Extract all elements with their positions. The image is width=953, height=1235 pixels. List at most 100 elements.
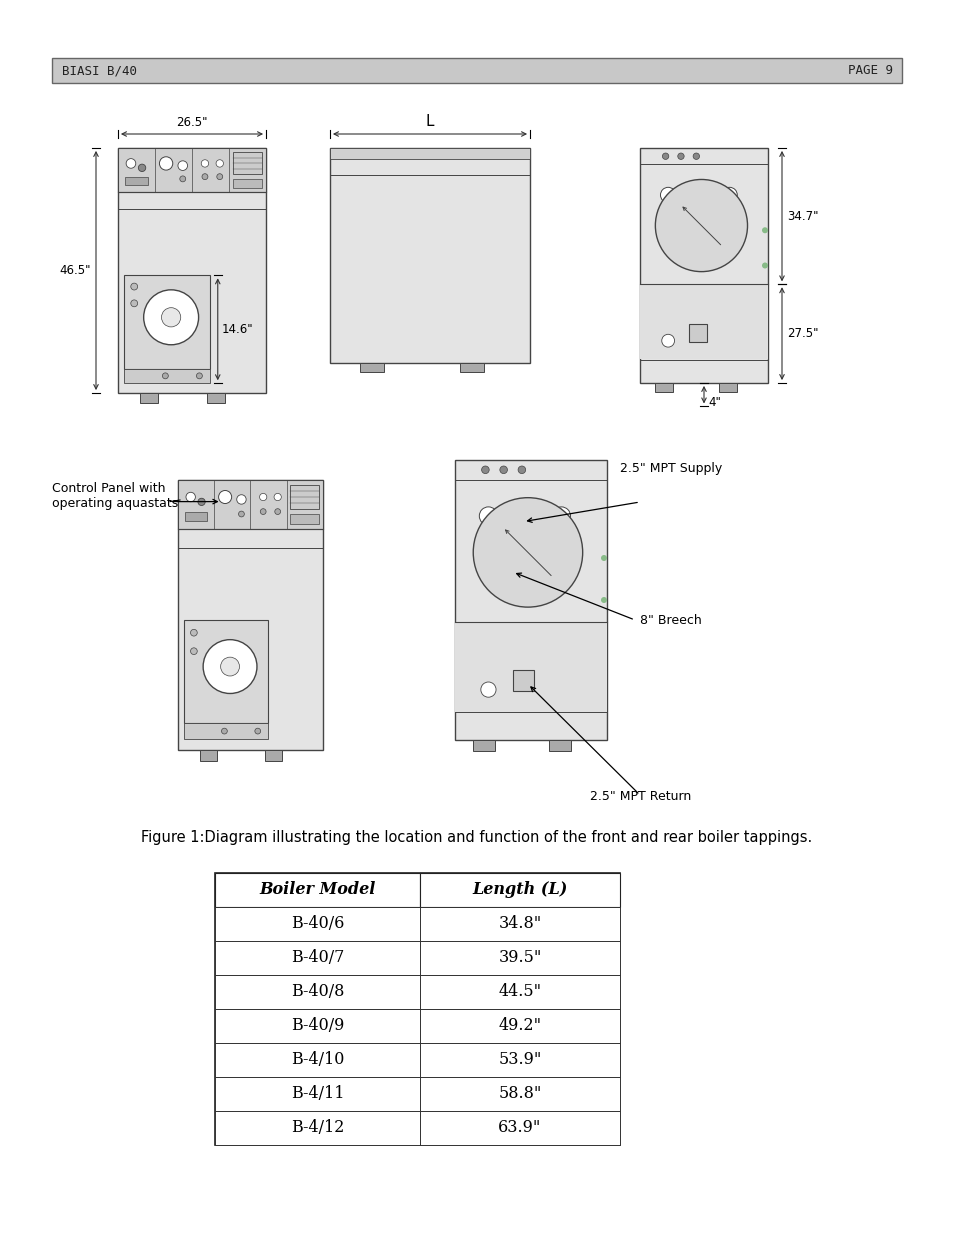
Text: B-40/9: B-40/9	[291, 1018, 344, 1035]
Circle shape	[236, 495, 246, 504]
Circle shape	[473, 498, 582, 608]
Circle shape	[202, 174, 208, 179]
Bar	[184, 620, 268, 722]
Circle shape	[659, 188, 675, 203]
Bar	[330, 148, 530, 363]
Circle shape	[274, 494, 281, 500]
Circle shape	[196, 373, 202, 379]
Circle shape	[677, 153, 683, 159]
Circle shape	[761, 227, 767, 233]
Circle shape	[600, 555, 606, 561]
Circle shape	[480, 682, 496, 698]
Circle shape	[221, 729, 227, 734]
Text: BIASI B/40: BIASI B/40	[62, 64, 137, 77]
Circle shape	[761, 263, 767, 268]
Circle shape	[552, 506, 570, 525]
Bar	[639, 148, 767, 383]
Bar	[118, 148, 266, 393]
Text: 34.8": 34.8"	[497, 915, 541, 932]
Circle shape	[138, 164, 146, 172]
Circle shape	[661, 335, 674, 347]
Bar	[178, 480, 323, 529]
Bar	[459, 363, 483, 372]
Bar	[214, 906, 419, 941]
Text: Length (L): Length (L)	[472, 882, 567, 899]
Circle shape	[144, 290, 198, 345]
Bar	[214, 941, 419, 974]
Text: Control Panel with
operating aquastats: Control Panel with operating aquastats	[52, 482, 178, 510]
Bar	[512, 671, 534, 692]
Circle shape	[693, 153, 699, 159]
Circle shape	[191, 630, 197, 636]
Text: B-4/11: B-4/11	[291, 1086, 344, 1103]
Circle shape	[254, 729, 260, 734]
Bar	[214, 1009, 419, 1044]
Circle shape	[215, 159, 223, 167]
Circle shape	[218, 490, 232, 504]
Bar	[233, 152, 262, 174]
Text: 44.5": 44.5"	[497, 983, 541, 1000]
Circle shape	[655, 179, 747, 272]
Circle shape	[481, 466, 489, 473]
Circle shape	[721, 188, 737, 203]
Bar	[688, 325, 706, 342]
Bar	[233, 179, 262, 188]
Bar	[419, 1009, 619, 1044]
Bar	[419, 1077, 619, 1112]
Text: 2.5" MPT Return: 2.5" MPT Return	[589, 790, 691, 803]
Bar	[455, 459, 606, 740]
Circle shape	[201, 159, 209, 167]
Circle shape	[661, 153, 668, 159]
Bar	[214, 1044, 419, 1077]
Bar	[290, 485, 319, 509]
Bar	[140, 393, 158, 403]
Bar	[419, 941, 619, 974]
Bar	[419, 974, 619, 1009]
Bar	[330, 148, 530, 159]
Circle shape	[203, 640, 256, 694]
Bar	[124, 275, 210, 368]
Circle shape	[178, 161, 188, 170]
Bar	[214, 1112, 419, 1145]
Circle shape	[517, 466, 525, 473]
Circle shape	[197, 498, 205, 505]
Circle shape	[162, 373, 168, 379]
Circle shape	[179, 175, 186, 182]
Bar	[124, 368, 210, 383]
Text: 46.5": 46.5"	[59, 264, 91, 277]
Text: 14.6": 14.6"	[221, 322, 253, 336]
Bar	[214, 873, 619, 1145]
Circle shape	[161, 308, 180, 327]
Text: B-40/7: B-40/7	[291, 950, 344, 967]
Bar	[419, 1044, 619, 1077]
Circle shape	[259, 494, 267, 500]
Circle shape	[126, 158, 135, 168]
Text: 63.9": 63.9"	[497, 1119, 541, 1136]
Text: B-4/10: B-4/10	[291, 1051, 344, 1068]
Circle shape	[238, 511, 244, 517]
Circle shape	[499, 466, 507, 473]
Bar	[549, 740, 570, 751]
Bar	[290, 514, 319, 524]
Text: 39.5": 39.5"	[497, 950, 541, 967]
Text: 49.2": 49.2"	[497, 1018, 541, 1035]
Bar	[265, 750, 282, 761]
Bar	[419, 906, 619, 941]
Circle shape	[274, 509, 280, 515]
Text: 27.5": 27.5"	[786, 327, 818, 340]
Text: 26.5": 26.5"	[176, 116, 208, 128]
Bar	[419, 1112, 619, 1145]
Text: B-40/8: B-40/8	[291, 983, 344, 1000]
Bar	[655, 383, 673, 393]
Circle shape	[131, 300, 137, 306]
Bar	[512, 501, 534, 524]
Bar	[639, 284, 767, 359]
Bar	[455, 622, 606, 713]
Bar	[359, 363, 384, 372]
Bar	[214, 974, 419, 1009]
Bar	[473, 740, 494, 751]
Text: B-40/6: B-40/6	[291, 915, 344, 932]
Bar	[118, 148, 266, 193]
Bar	[214, 873, 419, 906]
Bar	[52, 58, 901, 83]
